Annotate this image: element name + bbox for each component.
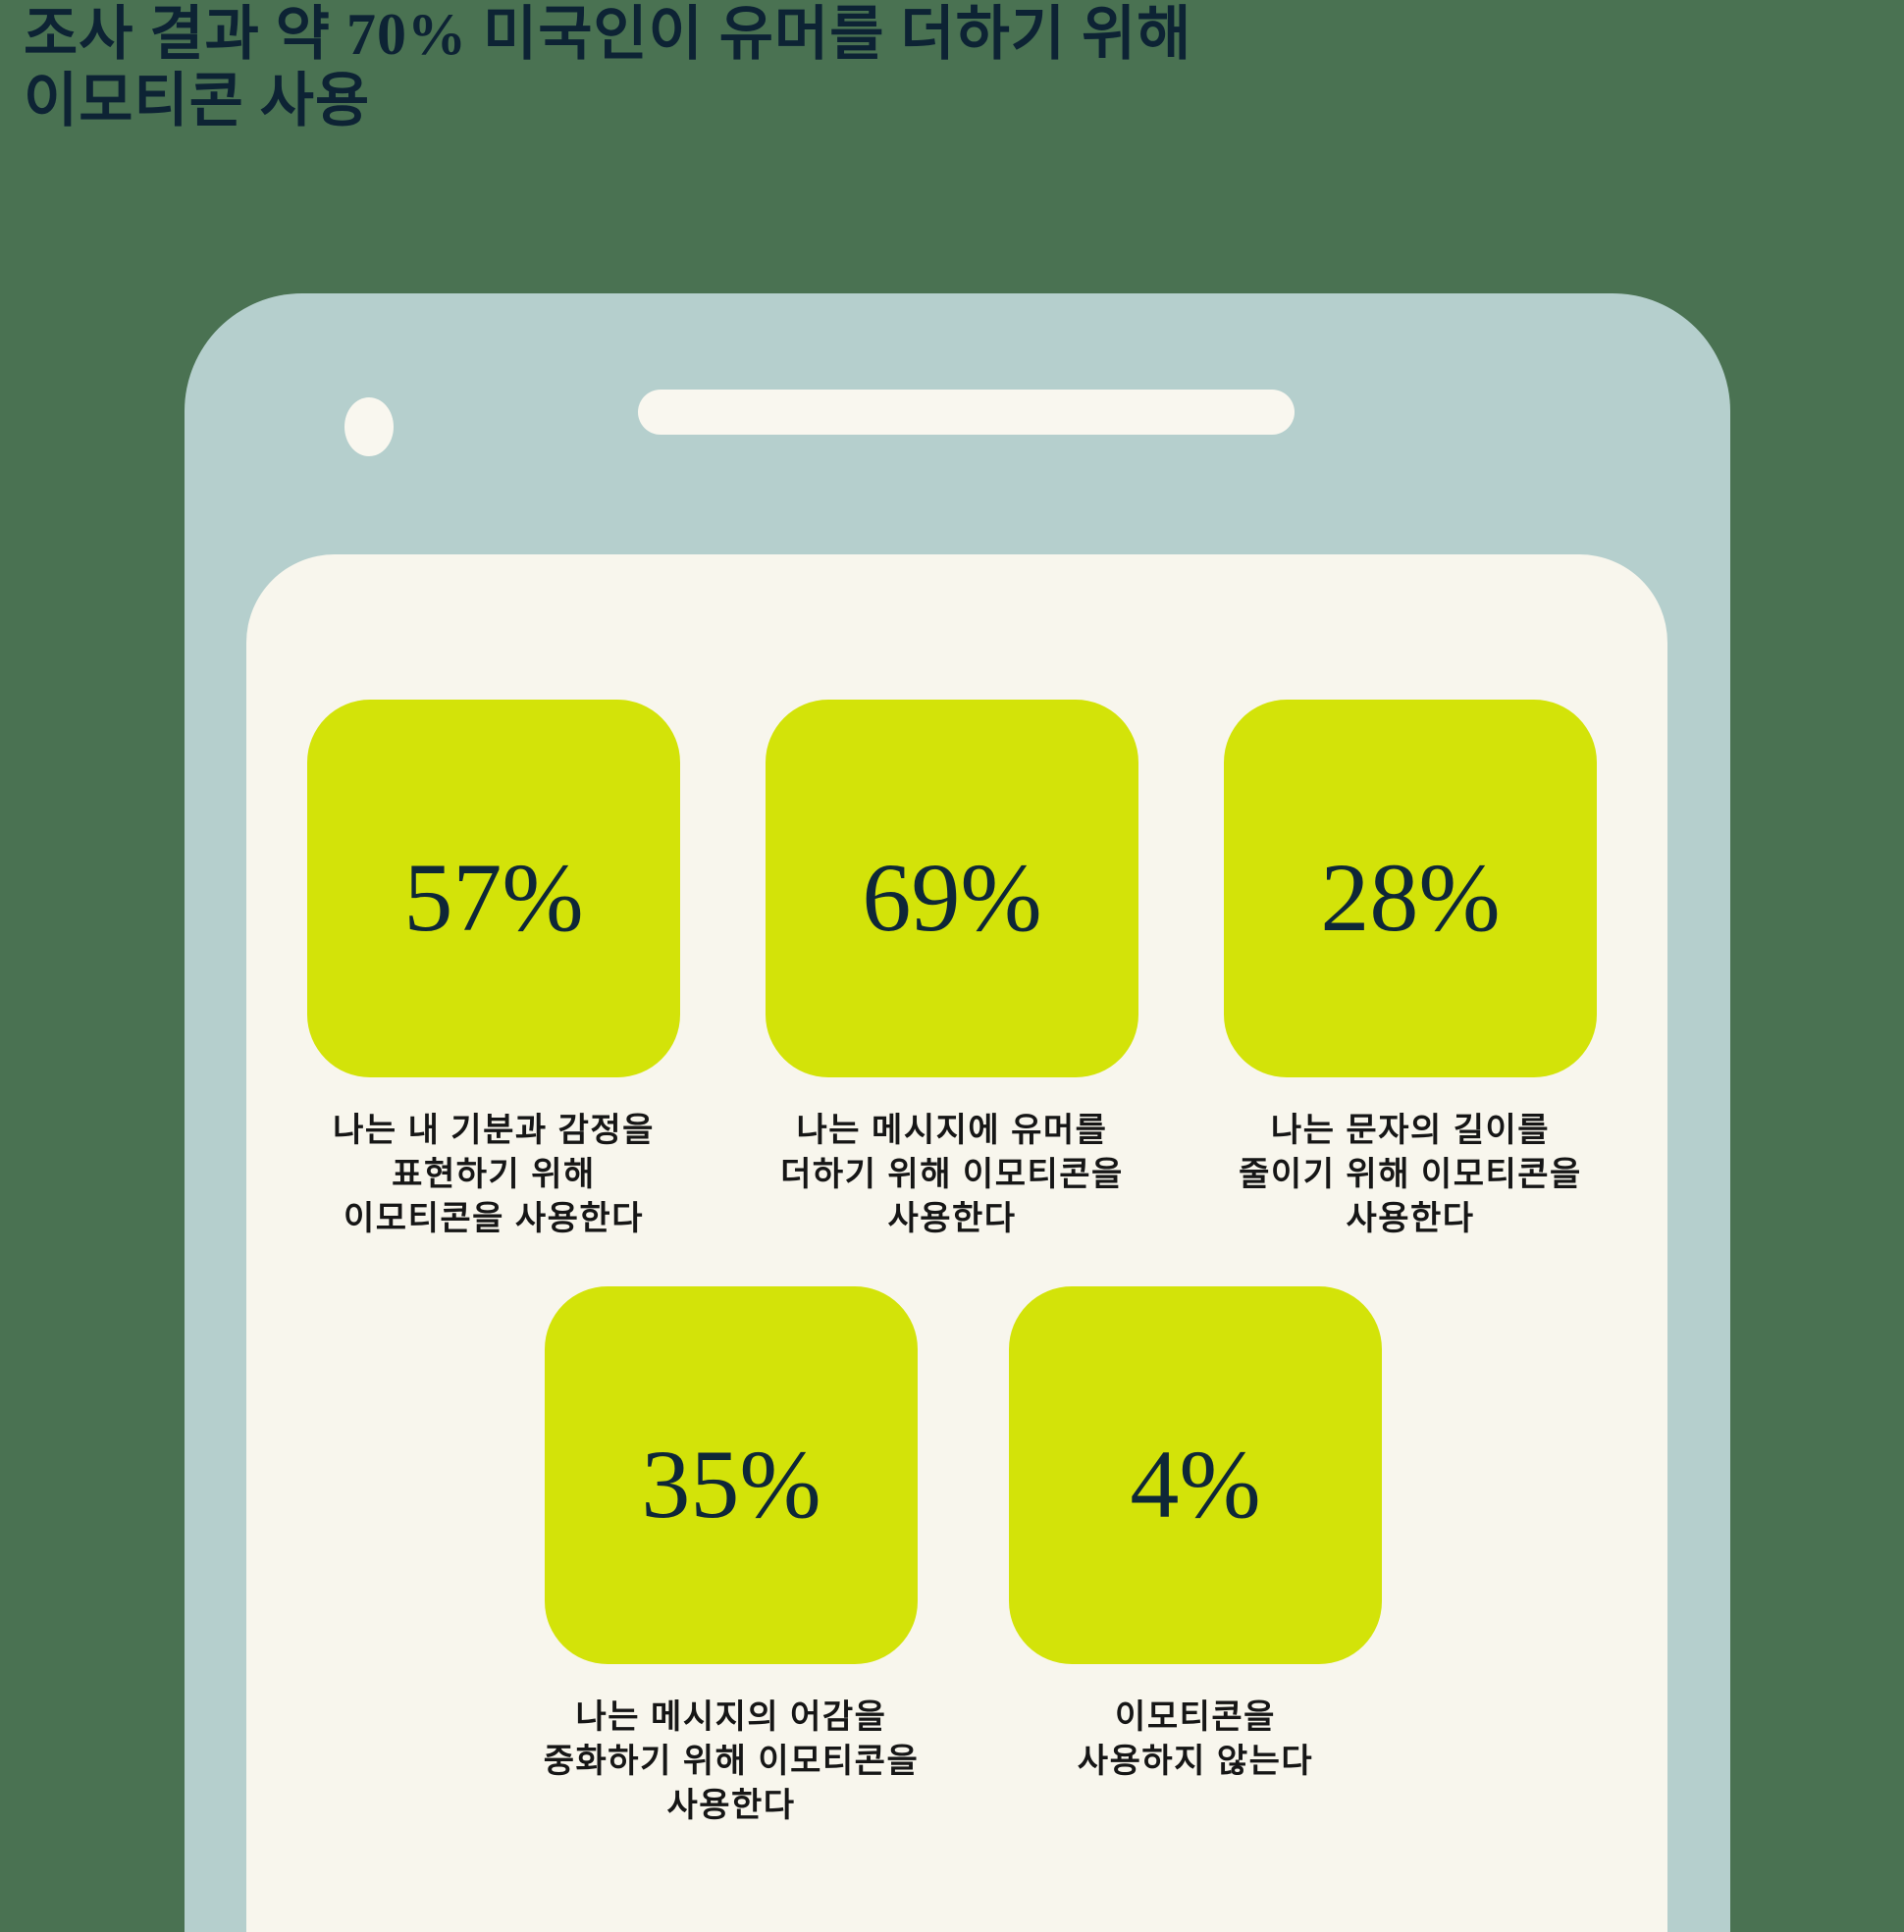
stat-value: 28% [1320,843,1501,952]
stat-value: 35% [641,1430,821,1539]
stat-value-tile: 4% [1009,1286,1382,1664]
stat-tile-mood: 57% 나는 내 기분과 감정을 표현하기 위해 이모티콘을 사용한다 [263,700,724,1241]
camera-icon [344,397,394,456]
stat-caption: 이모티콘을 사용하지 않는다 [1077,1698,1314,1780]
stat-value-tile: 35% [545,1286,918,1664]
page-title: 조사 결과 약 70% 미국인이 유머를 더하기 위해 이모티콘 사용 [24,2,1192,133]
phone-mockup: 57% 나는 내 기분과 감정을 표현하기 위해 이모티콘을 사용한다 69% … [185,293,1730,1932]
stat-caption: 나는 문자의 길이를 줄이기 위해 이모티콘을 사용한다 [1239,1112,1582,1237]
stat-tile-humor: 69% 나는 메시지에 유머를 더하기 위해 이모티콘을 사용한다 [721,700,1183,1241]
stat-value-tile: 57% [307,700,680,1077]
stat-tile-no-emoji: 4% 이모티콘을 사용하지 않는다 [965,1286,1426,1784]
stat-value: 57% [403,843,584,952]
stat-tile-soften-tone: 35% 나는 메시지의 어감을 중화하기 위해 이모티콘을 사용한다 [501,1286,962,1828]
stat-caption: 나는 메시지에 유머를 더하기 위해 이모티콘을 사용한다 [780,1112,1124,1237]
stat-caption: 나는 메시지의 어감을 중화하기 위해 이모티콘을 사용한다 [543,1698,920,1824]
phone-screen: 57% 나는 내 기분과 감정을 표현하기 위해 이모티콘을 사용한다 69% … [246,554,1667,1932]
speaker-bar-icon [638,390,1295,435]
stat-value: 4% [1130,1430,1261,1539]
stat-value-tile: 69% [766,700,1138,1077]
stat-tile-shorten-text: 28% 나는 문자의 길이를 줄이기 위해 이모티콘을 사용한다 [1180,700,1641,1241]
stat-value: 69% [862,843,1042,952]
stat-caption: 나는 내 기분과 감정을 표현하기 위해 이모티콘을 사용한다 [333,1112,655,1237]
stat-value-tile: 28% [1224,700,1597,1077]
